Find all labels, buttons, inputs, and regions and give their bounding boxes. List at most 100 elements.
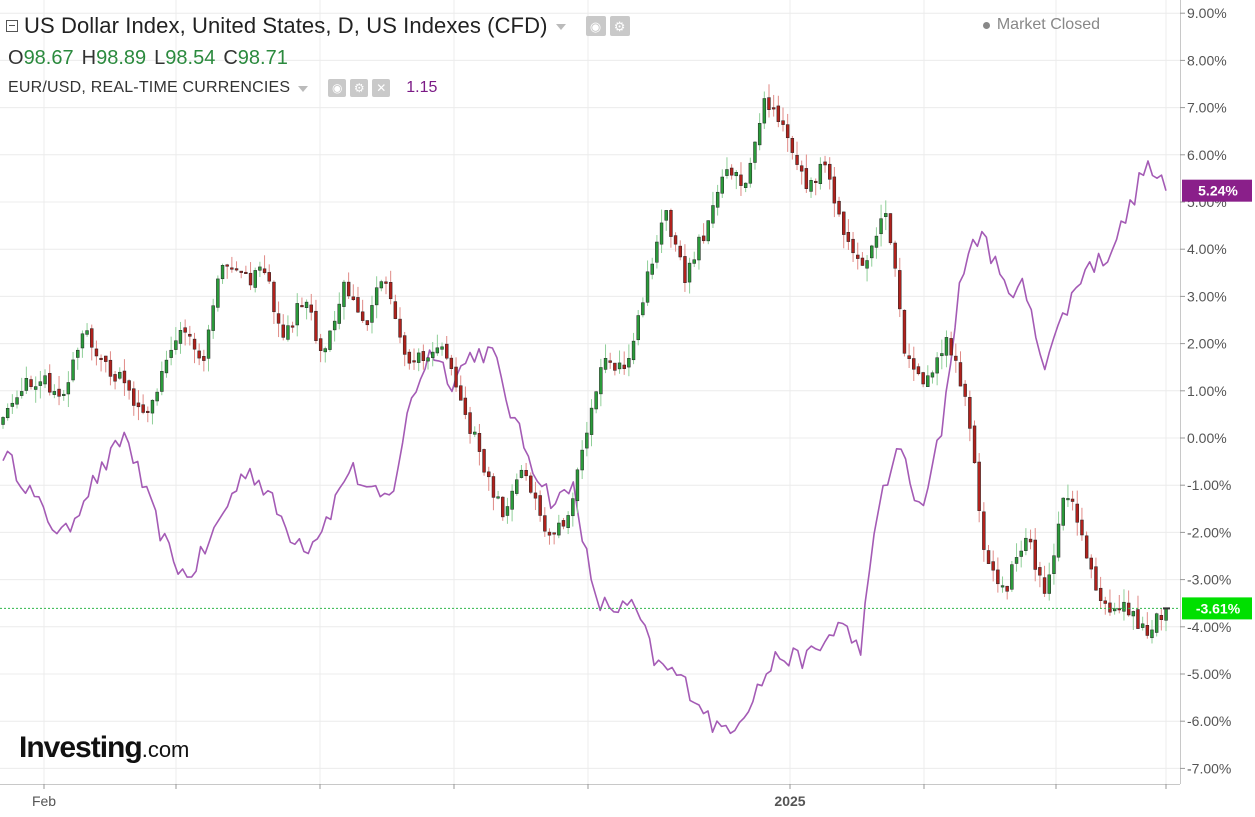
candle-body — [407, 351, 412, 364]
candle-body — [1028, 538, 1033, 543]
candle-body — [1010, 564, 1014, 590]
ohlc-key: C — [223, 47, 238, 69]
candle-body — [888, 213, 893, 244]
investing-logo: Investing .com — [19, 731, 189, 765]
candle-body — [183, 327, 187, 333]
eye-icon[interactable]: ◉ — [328, 79, 347, 97]
candle-body — [85, 330, 89, 335]
gear-icon[interactable]: ⚙ — [350, 79, 369, 97]
candle-body — [5, 408, 10, 419]
candle-body — [627, 358, 631, 368]
candle-body — [388, 282, 393, 300]
candle-body — [851, 238, 855, 254]
collapse-icon[interactable] — [6, 20, 18, 32]
candle-body — [220, 265, 225, 280]
caret-down-icon[interactable] — [298, 86, 309, 92]
candle-body — [1126, 602, 1131, 616]
candle-body — [1024, 537, 1028, 551]
candle-body — [655, 241, 659, 263]
candle-body — [538, 495, 542, 516]
candle-body — [996, 569, 1000, 585]
grid-layer — [0, 0, 1180, 784]
candle-body — [814, 180, 818, 183]
candle-body — [379, 281, 384, 289]
candle-body — [332, 320, 337, 331]
candle-body — [276, 313, 281, 324]
candle-body — [1140, 623, 1145, 628]
candle-body — [608, 360, 612, 363]
candle-body — [1108, 602, 1112, 613]
candle-body — [33, 386, 38, 390]
candle-body — [781, 120, 785, 125]
candle-body — [515, 479, 519, 494]
candle-body — [286, 325, 290, 340]
candle-body — [146, 410, 150, 413]
candle-body — [1154, 613, 1159, 633]
candle-body — [1145, 625, 1150, 636]
secondary-value-badge: 5.24% — [1198, 183, 1238, 199]
candle-body — [113, 374, 117, 382]
candle-body — [398, 318, 402, 338]
caret-down-icon[interactable] — [555, 24, 566, 30]
close-icon[interactable]: ✕ — [372, 79, 391, 97]
status-dot-icon — [982, 21, 990, 29]
candle-body — [10, 402, 15, 407]
candle-body — [557, 522, 561, 536]
candle-body — [169, 349, 173, 358]
candle-body — [818, 163, 823, 184]
x-axis-label: 2025 — [774, 793, 805, 809]
candle-body — [1014, 557, 1019, 564]
candle-body — [669, 210, 673, 237]
candle-body — [799, 165, 804, 172]
candle-body — [1131, 611, 1136, 617]
candle-body — [136, 402, 141, 408]
candle-body — [870, 245, 874, 259]
candle-body — [1066, 498, 1070, 501]
candle-body — [1000, 585, 1005, 588]
candle-body — [370, 305, 374, 323]
candle-body — [743, 182, 748, 188]
candle-body — [972, 425, 977, 464]
candle-body — [771, 107, 776, 110]
candle-body — [1033, 539, 1037, 570]
eye-icon[interactable]: ◉ — [585, 16, 606, 36]
candle-body — [622, 364, 626, 369]
candle-body — [216, 278, 220, 308]
candle-body — [846, 232, 851, 242]
candle-body — [842, 211, 846, 235]
candle-body — [487, 471, 491, 478]
candle-body — [1056, 523, 1061, 558]
candle-body — [76, 349, 80, 358]
candle-body — [211, 305, 215, 331]
candle-body — [729, 167, 734, 176]
candle-body — [174, 340, 178, 350]
ohlc-key: H — [81, 47, 97, 69]
candle-body — [958, 362, 963, 387]
candle-body — [421, 351, 426, 361]
candle-body — [954, 355, 958, 361]
y-axis-tick-label: 3.00% — [1187, 288, 1227, 304]
candle-body — [384, 281, 388, 284]
candle-body — [272, 281, 276, 313]
candle-body — [510, 490, 514, 510]
candle-body — [94, 348, 99, 357]
candle-body — [491, 476, 496, 498]
candle-body — [66, 382, 71, 395]
x-axis-label: Feb — [32, 793, 56, 809]
candle-body — [968, 397, 972, 429]
candle-body — [613, 362, 617, 371]
candle-body — [267, 272, 271, 282]
candle-body — [715, 191, 720, 208]
y-axis-tick-label: 2.00% — [1187, 336, 1227, 352]
ohlc-value: 98.71 — [237, 47, 288, 69]
ohlc-value: 98.67 — [23, 47, 74, 69]
ohlc-open: O 98.67 — [8, 47, 74, 70]
candle-body — [300, 305, 304, 308]
candle-body — [314, 310, 318, 341]
gear-icon[interactable]: ⚙ — [609, 16, 630, 36]
candle-body — [720, 176, 724, 194]
y-axis-tick-label: -2.00% — [1187, 524, 1231, 540]
candle-body — [795, 154, 799, 165]
candle-body — [393, 301, 398, 319]
